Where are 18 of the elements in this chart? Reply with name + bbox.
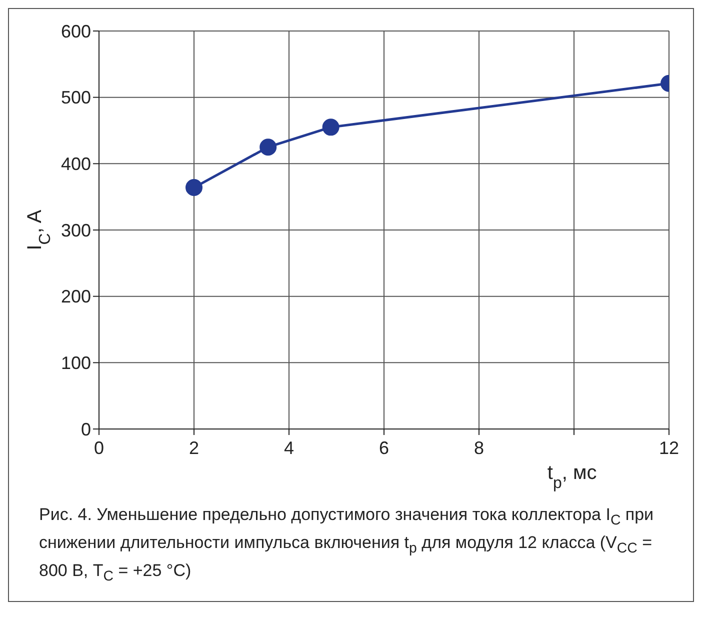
x-tick-label: 4 [284,438,294,458]
x-tick-label: 6 [378,438,390,458]
x-axis-title: t$_{p}$, мс [547,462,597,492]
y-tick-label: 500 [60,88,91,108]
x-tick-label: 0 [94,438,104,458]
y-tick-label: 600 [60,21,91,42]
point [322,118,340,136]
text: Рис. 4. Уменьшение предельно допустимого значения тока коллектора I$_{C}$ при снижении длительности импульса включения t$_{p}$ для модуля 12 класса (V$_{CC}$ = 800 В, T$_{C}$ = +25 °C) [39,505,654,584]
point [186,179,202,196]
y-tick-label: 100 [60,353,91,374]
point [260,138,277,156]
x-tick-label: 12 [658,438,680,458]
y-tick-label: 400 [60,154,91,174]
x-tick-label: 8 [474,438,484,458]
y-tick-label: 200 [60,286,91,307]
y-tick-label: 0 [80,419,91,440]
x-tick-label: 2 [188,438,200,458]
y-tick-label: 300 [60,220,91,240]
